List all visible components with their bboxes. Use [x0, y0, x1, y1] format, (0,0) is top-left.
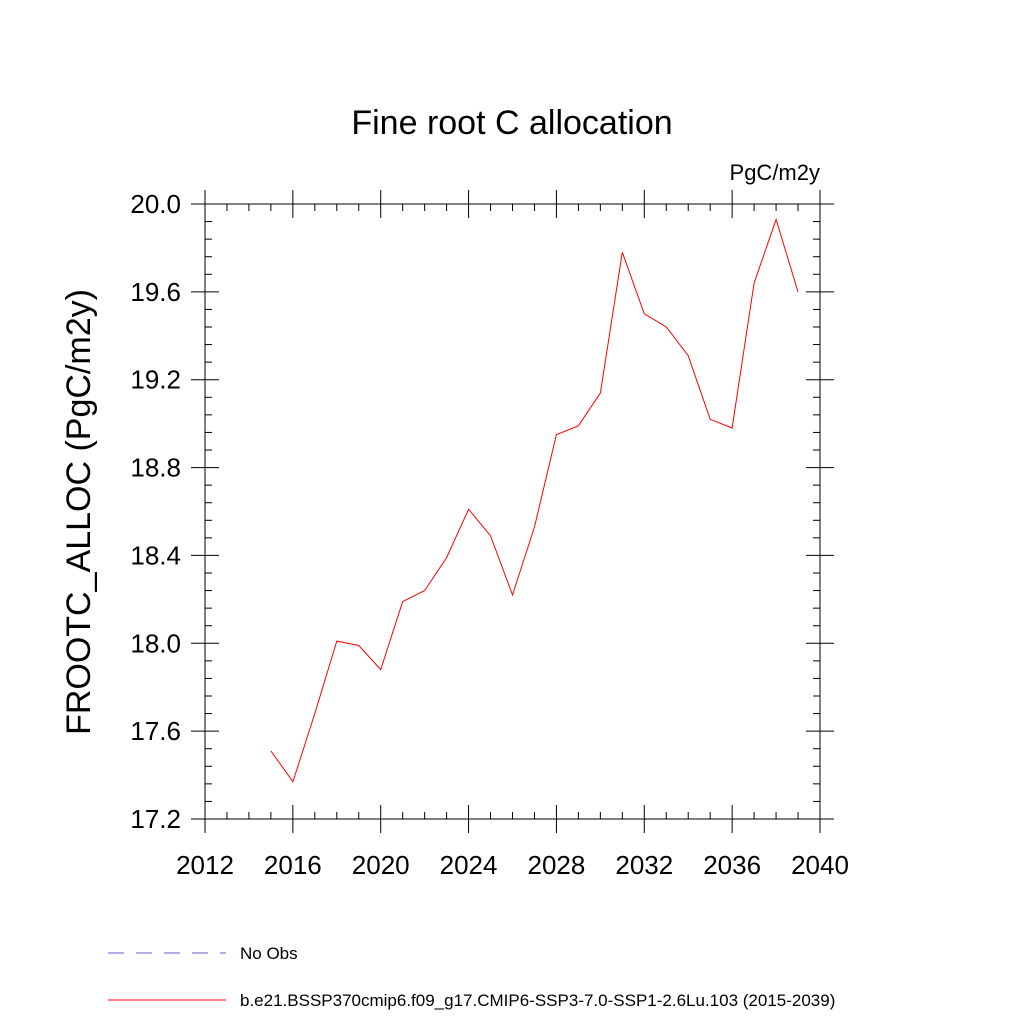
- data-point: [687, 354, 689, 356]
- data-point: [336, 640, 338, 642]
- x-tick-label: 2024: [440, 850, 498, 880]
- y-tick-label: 18.8: [130, 453, 181, 483]
- legend-label-model-run: b.e21.BSSP370cmip6.f09_g17.CMIP6-SSP3-7.…: [240, 991, 835, 1010]
- x-tick-label: 2032: [615, 850, 673, 880]
- data-point: [314, 712, 316, 714]
- data-point: [555, 433, 557, 435]
- x-tick-label: 2020: [352, 850, 410, 880]
- y-tick-label: 19.6: [130, 277, 181, 307]
- data-point: [380, 668, 382, 670]
- data-point: [467, 508, 469, 510]
- x-tick-label: 2036: [703, 850, 761, 880]
- y-axis-label: FROOTC_ALLOC (PgC/m2y): [60, 289, 98, 735]
- legend-label-no-obs: No Obs: [240, 944, 298, 963]
- data-point: [731, 427, 733, 429]
- data-point: [665, 326, 667, 328]
- data-point: [423, 589, 425, 591]
- x-tick-label: 2016: [264, 850, 322, 880]
- data-point: [797, 291, 799, 293]
- x-axis-tick-labels: 2012 2016 2020 2024 2028 2032 2036 2040: [176, 850, 849, 880]
- y-axis-tick-labels: 17.2 17.6 18.0 18.4 18.8 19.2 19.6 20.0: [130, 189, 181, 834]
- data-point: [511, 594, 513, 596]
- data-point: [599, 392, 601, 394]
- data-point: [270, 750, 272, 752]
- data-point: [358, 644, 360, 646]
- plot-frame: [204, 203, 821, 820]
- data-point: [709, 418, 711, 420]
- tick-marks: [191, 190, 834, 833]
- x-tick-label: 2012: [176, 850, 234, 880]
- y-tick-label: 19.2: [130, 365, 181, 395]
- series-layer: [270, 217, 799, 783]
- data-point: [292, 780, 294, 782]
- data-point: [621, 251, 623, 253]
- x-tick-label: 2028: [528, 850, 586, 880]
- data-point: [401, 600, 403, 602]
- chart-title: Fine root C allocation: [351, 104, 672, 142]
- data-point: [577, 425, 579, 427]
- x-tick-label: 2040: [791, 850, 849, 880]
- y-tick-label: 17.2: [130, 804, 181, 834]
- y-tick-label: 17.6: [130, 716, 181, 746]
- series-line: [270, 217, 799, 783]
- y-tick-label: 20.0: [130, 189, 181, 219]
- data-point: [753, 282, 755, 284]
- data-point: [533, 526, 535, 528]
- y-tick-label: 18.4: [130, 540, 181, 570]
- data-point: [775, 218, 777, 220]
- data-point: [489, 534, 491, 536]
- units-label: PgC/m2y: [730, 160, 820, 185]
- y-tick-label: 18.0: [130, 628, 181, 658]
- data-point: [445, 556, 447, 558]
- legend: No Obs b.e21.BSSP370cmip6.f09_g17.CMIP6-…: [108, 944, 835, 1010]
- data-point: [643, 313, 645, 315]
